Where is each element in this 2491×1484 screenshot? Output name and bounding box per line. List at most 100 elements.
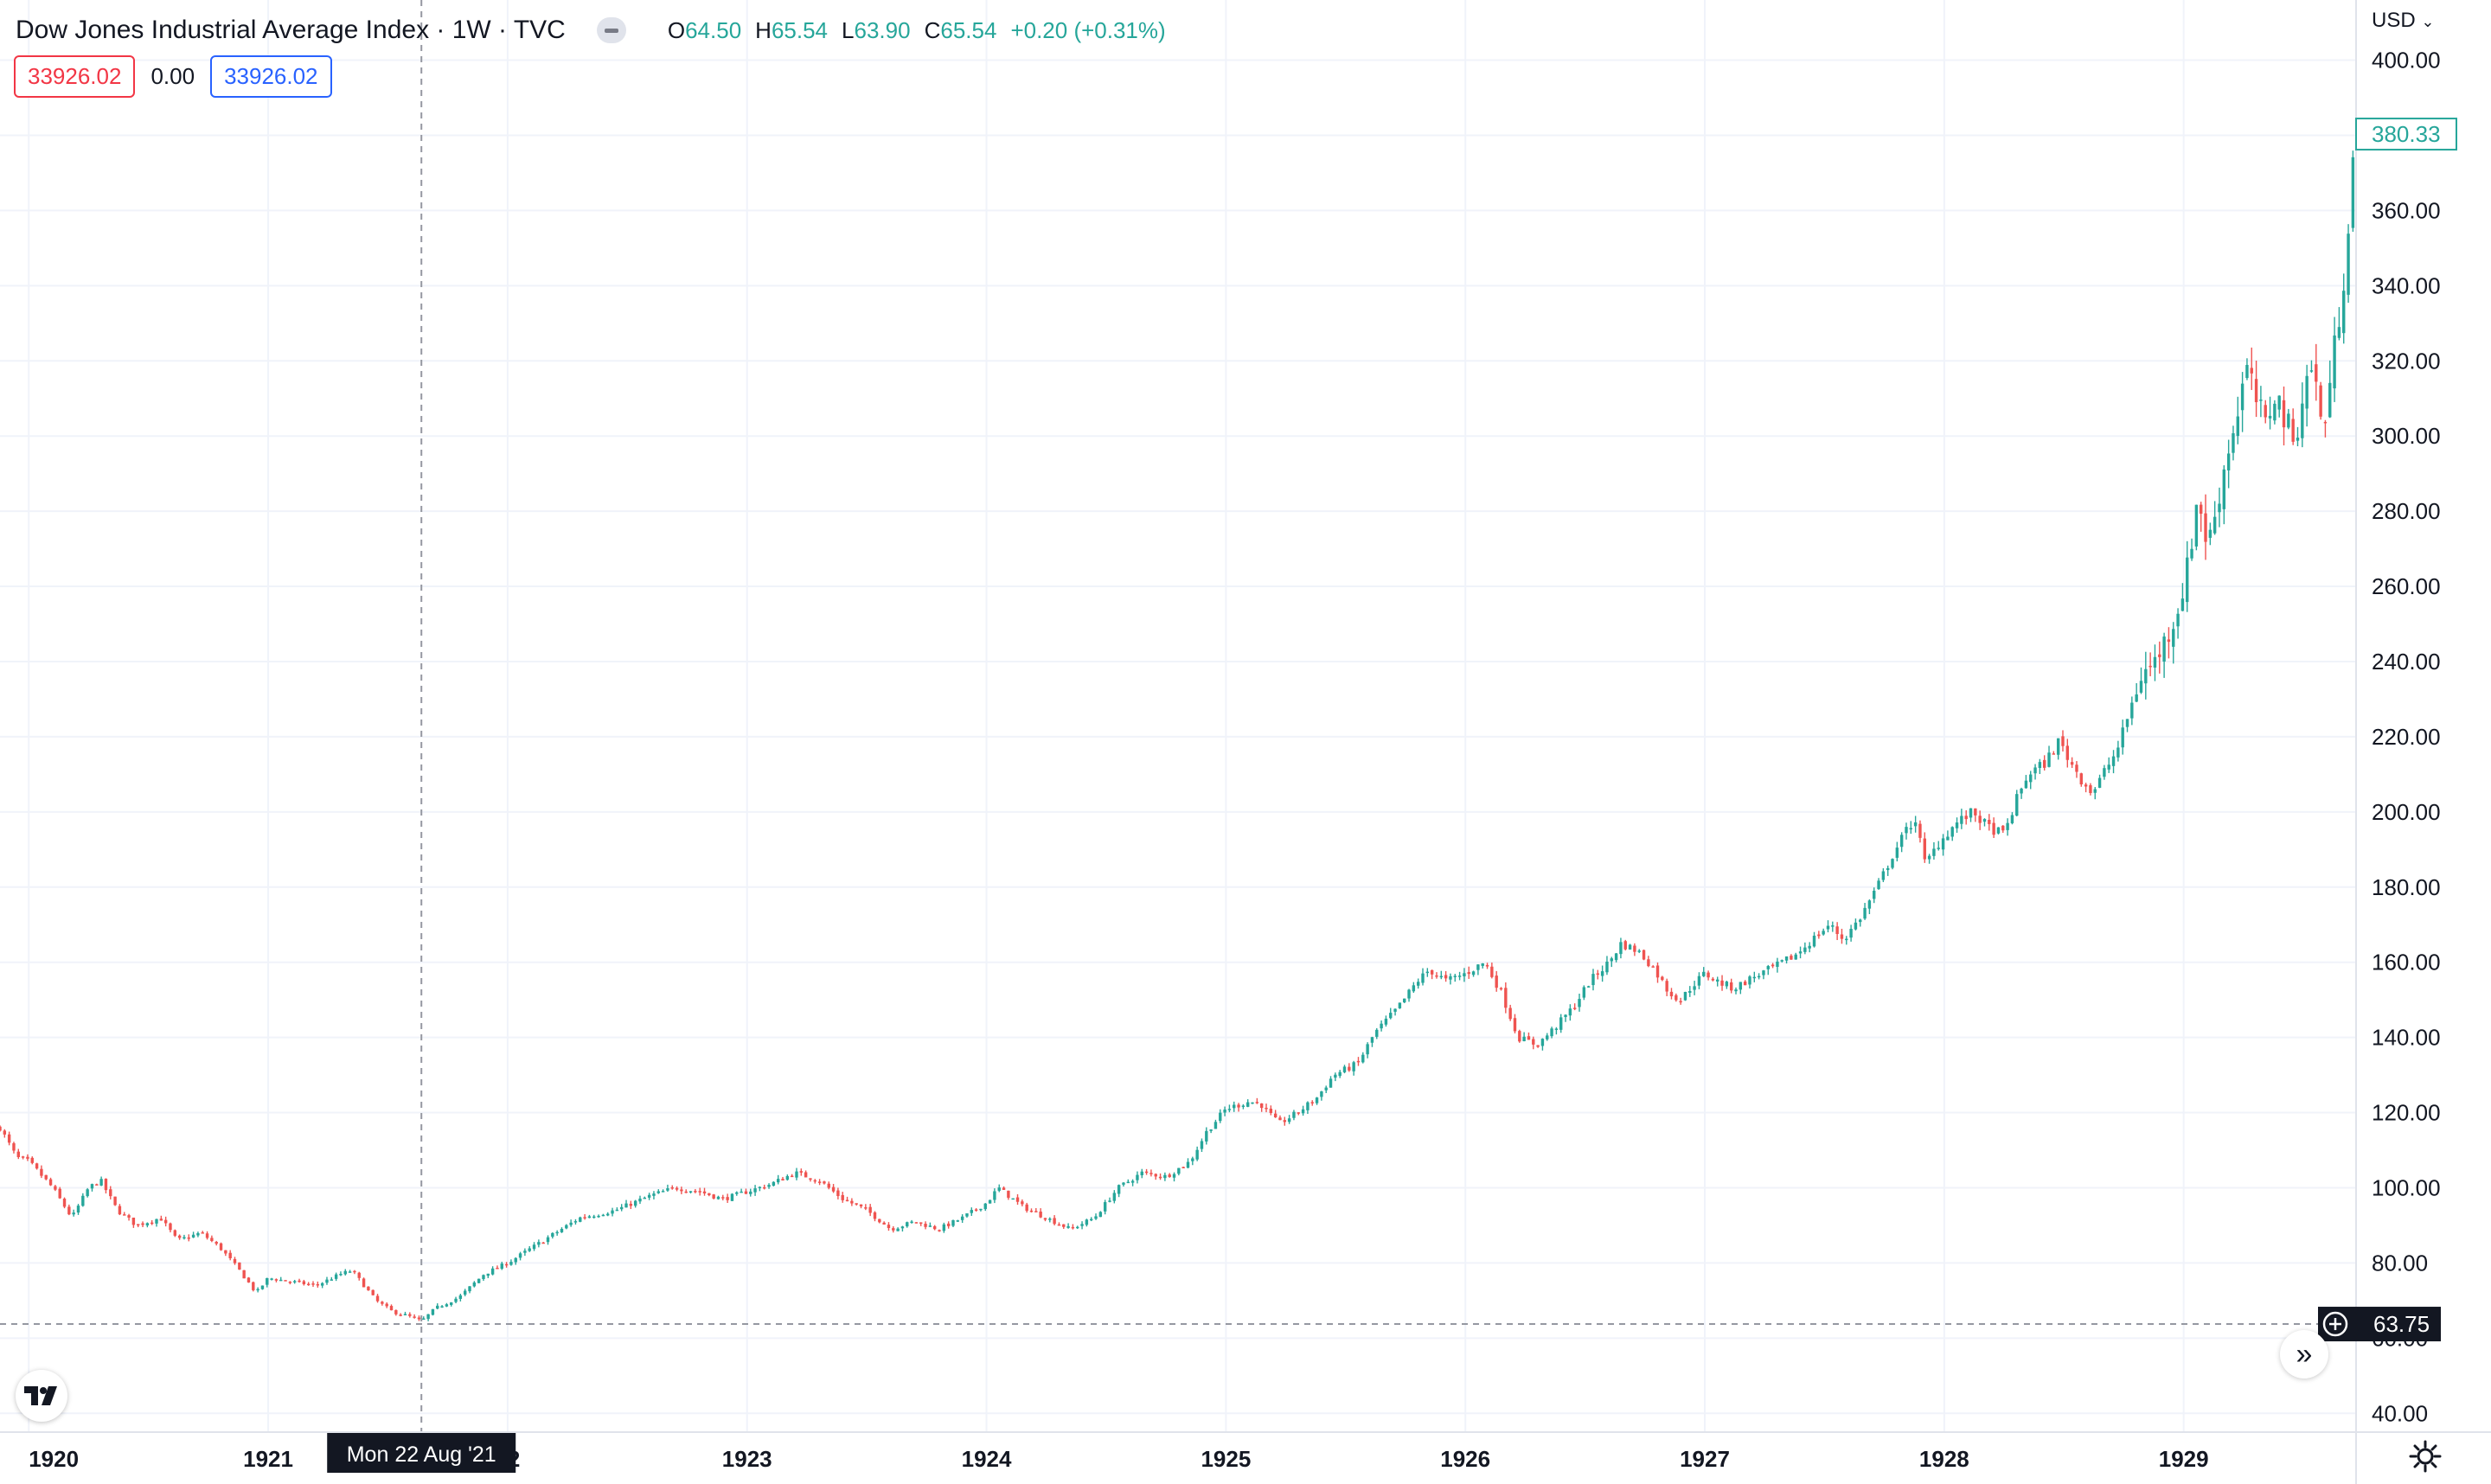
- candle-body: [137, 1224, 140, 1225]
- candle-body: [362, 1278, 366, 1288]
- candle-body: [1619, 942, 1623, 955]
- candle-body: [960, 1216, 964, 1220]
- candle-body: [1039, 1211, 1042, 1218]
- candle-body: [1532, 1039, 1535, 1045]
- candle-body: [1076, 1226, 1079, 1229]
- settings-icon[interactable]: [2408, 1439, 2443, 1474]
- candle-body: [26, 1156, 29, 1159]
- candle-body: [523, 1251, 527, 1253]
- candle-body: [855, 1203, 858, 1205]
- candle-body: [1969, 808, 1973, 818]
- candle-body: [399, 1314, 402, 1316]
- candle-body: [1614, 953, 1618, 961]
- candle-body: [712, 1194, 715, 1199]
- candle-body: [118, 1206, 122, 1215]
- candle-body: [1711, 978, 1715, 981]
- candle-body: [2226, 453, 2231, 470]
- scroll-to-latest-icon[interactable]: »: [2280, 1330, 2328, 1378]
- candle-body: [2070, 762, 2074, 765]
- candle-body: [1817, 934, 1821, 937]
- price-tick-label: 400.00: [2372, 48, 2441, 74]
- buy-price-badge[interactable]: 33926.02: [210, 55, 332, 98]
- candle-body: [1011, 1198, 1015, 1200]
- price-tick-label: 360.00: [2372, 197, 2441, 223]
- candle-body: [702, 1191, 707, 1193]
- candle-body: [1734, 989, 1738, 992]
- candle-body: [1688, 991, 1692, 993]
- candle-body: [1803, 947, 1807, 952]
- candle-body: [252, 1282, 255, 1290]
- candle-body: [914, 1222, 919, 1224]
- candle-body: [2153, 656, 2157, 668]
- candle-body: [859, 1204, 863, 1206]
- candle-body: [72, 1212, 75, 1215]
- candle-body: [1752, 976, 1757, 979]
- candle-body: [1628, 944, 1632, 950]
- price-tick-label: 320.00: [2372, 348, 2441, 374]
- candle-body: [1389, 1013, 1393, 1019]
- candle-body: [2208, 529, 2212, 538]
- candle-body: [316, 1283, 320, 1286]
- candle-body: [781, 1179, 784, 1181]
- candle-body: [288, 1282, 292, 1283]
- candle-body: [1177, 1167, 1181, 1174]
- candle-body: [2296, 438, 2300, 441]
- candle-body: [1108, 1200, 1111, 1202]
- candle-body: [1554, 1028, 1559, 1030]
- candle-body: [1324, 1087, 1328, 1091]
- candle-body: [1168, 1174, 1171, 1178]
- candle-body: [1941, 838, 1945, 850]
- candle-body: [721, 1197, 725, 1199]
- candle-body: [942, 1224, 946, 1231]
- candle-body: [2273, 403, 2276, 421]
- candle-body: [546, 1237, 550, 1243]
- candle-body: [518, 1253, 522, 1258]
- candle-body: [1633, 945, 1636, 952]
- tradingview-logo-icon[interactable]: [16, 1370, 67, 1422]
- symbol-title[interactable]: Dow Jones Industrial Average Index · 1W …: [16, 16, 566, 44]
- candle-body: [1315, 1097, 1319, 1103]
- time-tick-label: 1927: [1680, 1446, 1730, 1472]
- candle-body: [219, 1243, 223, 1251]
- candle-body: [1927, 855, 1931, 860]
- candle-body: [1278, 1117, 1282, 1121]
- candle-body: [2268, 415, 2272, 419]
- candle-body: [54, 1186, 57, 1190]
- candle-body: [2245, 364, 2249, 379]
- candle-body: [1021, 1201, 1024, 1205]
- candle-body: [330, 1279, 334, 1281]
- candle-body: [145, 1223, 150, 1226]
- candle-body: [458, 1295, 463, 1299]
- candle-body: [1840, 934, 1844, 939]
- candle-body: [385, 1303, 388, 1307]
- candle-body: [2212, 516, 2217, 534]
- candle-body: [606, 1213, 610, 1216]
- time-axis[interactable]: 19201921221923192419251926192719281929: [0, 1431, 2491, 1472]
- candle-body: [656, 1191, 660, 1193]
- candle-body: [804, 1172, 808, 1178]
- candle-body: [293, 1281, 297, 1283]
- candle-body: [468, 1286, 471, 1292]
- candle-body: [823, 1181, 826, 1184]
- candle-body: [2351, 157, 2355, 228]
- candle-body: [587, 1216, 592, 1219]
- candle-body: [35, 1163, 39, 1169]
- candle-body: [956, 1220, 960, 1222]
- candle-body: [1265, 1107, 1268, 1110]
- candle-body: [343, 1270, 347, 1275]
- candle-body: [2065, 745, 2070, 760]
- candle-body: [1790, 956, 1793, 960]
- sell-price-badge[interactable]: 33926.02: [14, 55, 136, 98]
- collapse-legend-icon[interactable]: [596, 17, 626, 43]
- candle-body: [2291, 419, 2295, 442]
- candle-body: [1361, 1054, 1365, 1063]
- candle-body: [270, 1278, 273, 1280]
- currency-selector[interactable]: USD ⌄: [2372, 9, 2434, 33]
- price-axis[interactable]: 40.0060.0080.00100.00120.00140.00160.001…: [2355, 0, 2441, 1484]
- candle-body: [224, 1250, 227, 1254]
- candle-body: [951, 1219, 955, 1226]
- crosshair-date-label-bg: [327, 1433, 516, 1473]
- candle-body: [2333, 335, 2336, 389]
- candle-body: [426, 1314, 430, 1320]
